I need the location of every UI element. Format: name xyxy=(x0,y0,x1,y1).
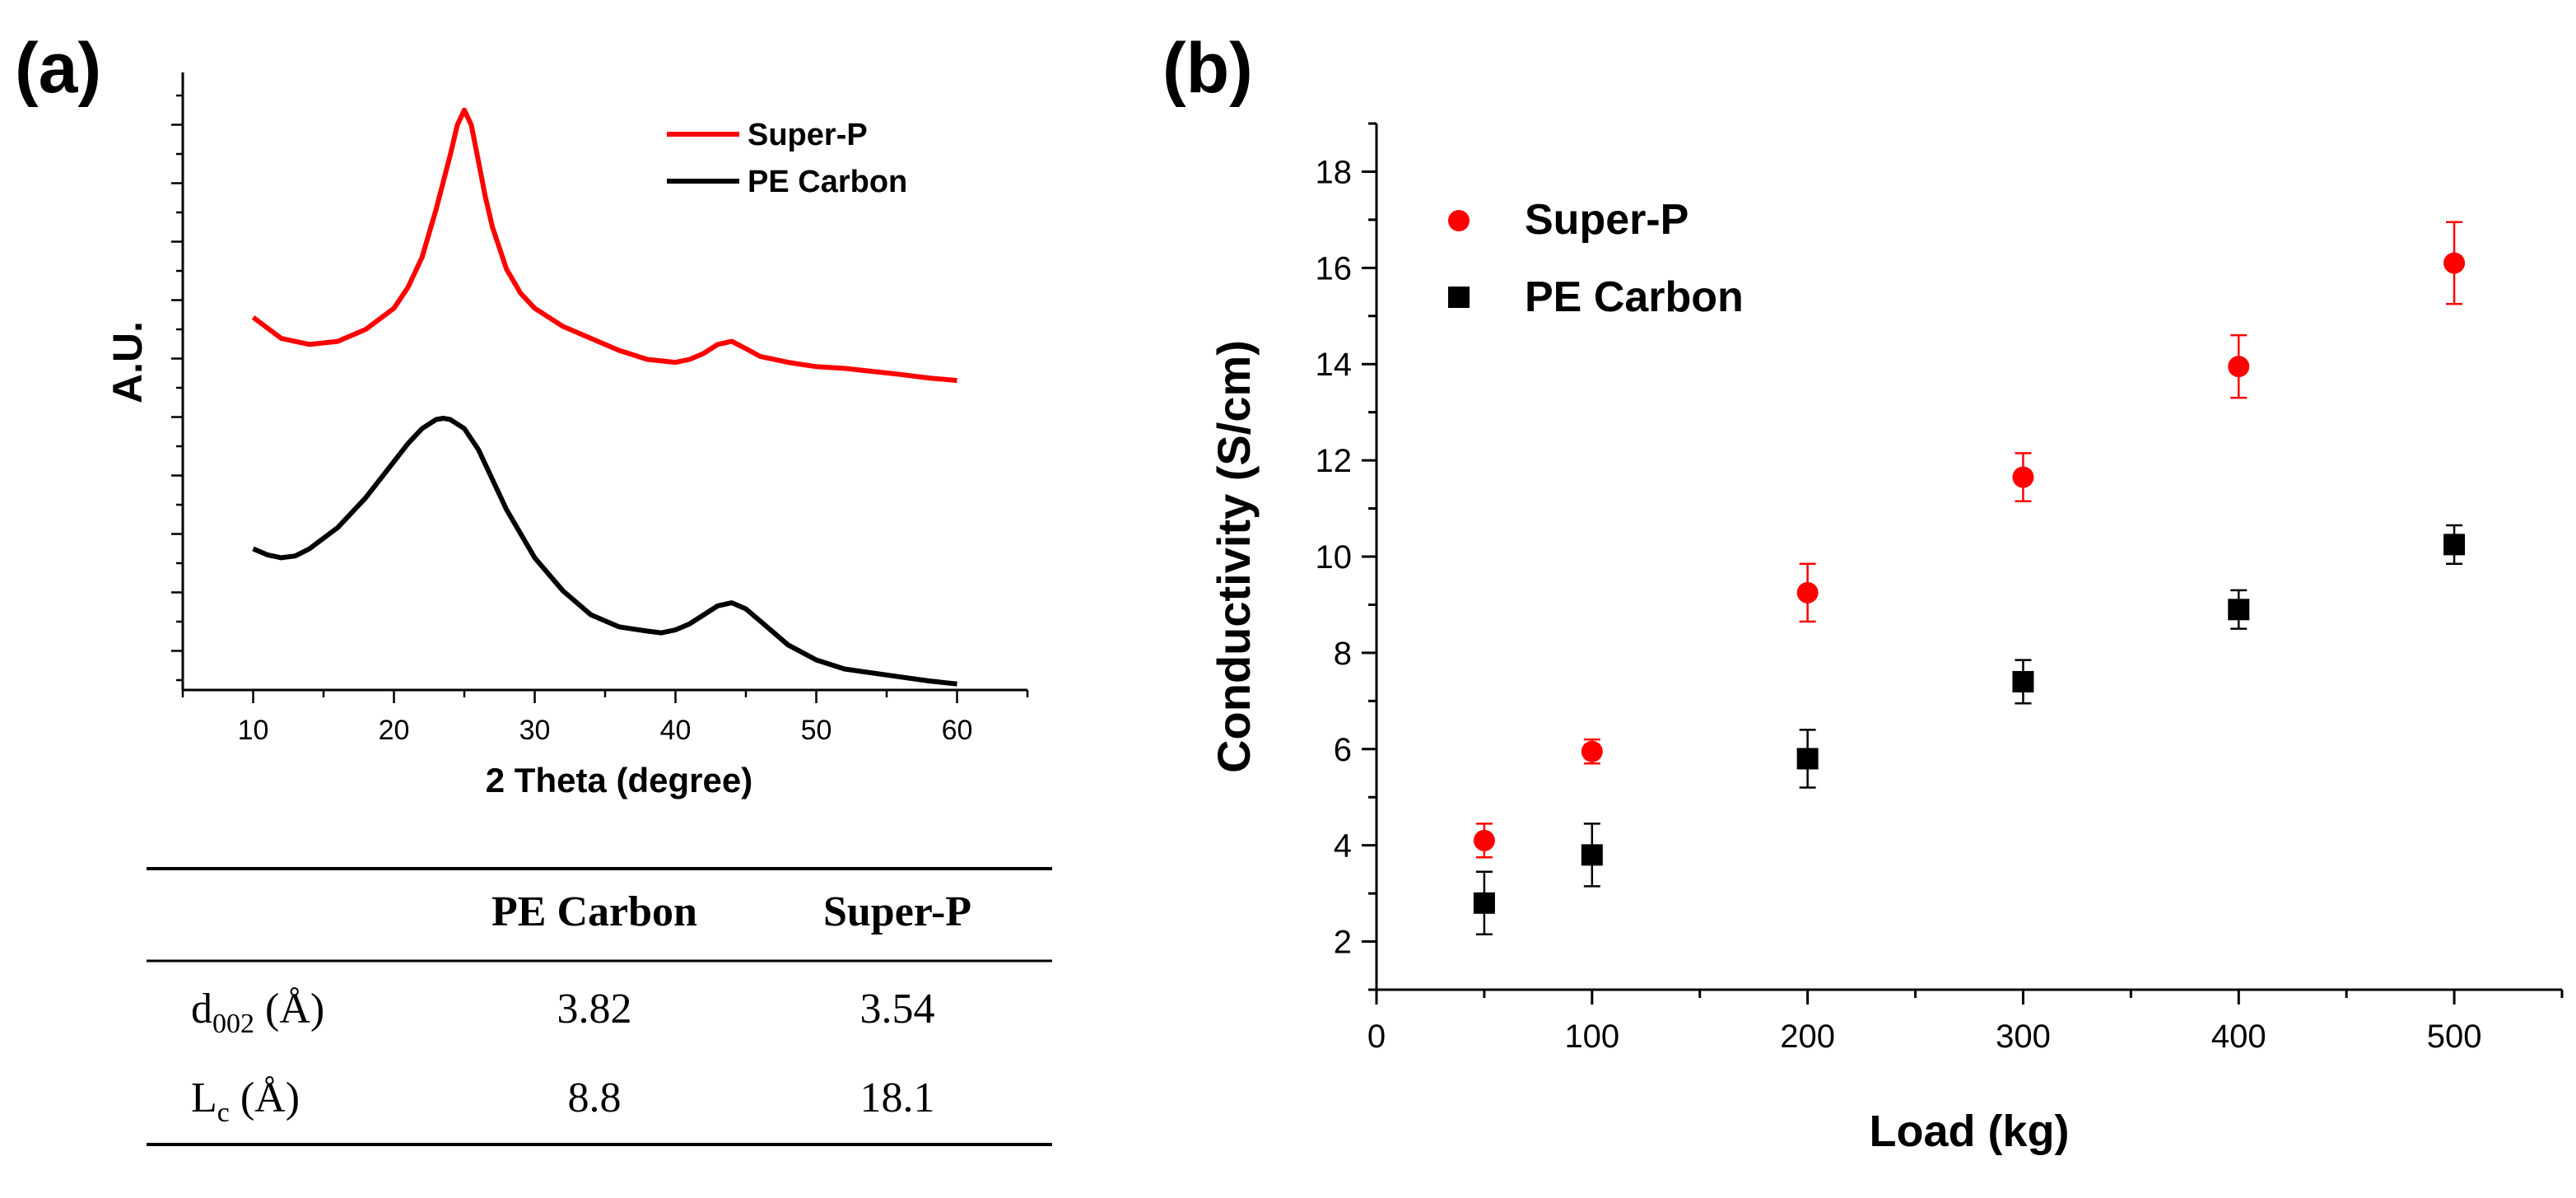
conductivity-y-tick-label: 4 xyxy=(1334,828,1352,865)
pe-carbon-point xyxy=(2012,670,2034,692)
super-p-point xyxy=(1581,740,1603,762)
super-p-point xyxy=(1473,829,1495,851)
xrd-y-label: A.U. xyxy=(105,321,151,403)
table-cell-pe-carbon-d002: 3.82 xyxy=(557,986,632,1033)
legend-label-pe-carbon: PE Carbon xyxy=(748,165,907,199)
xrd-x-label: 2 Theta (degree) xyxy=(486,761,752,799)
legend-label-super-p: Super-P xyxy=(1525,196,1689,244)
table-header-super-p: Super-P xyxy=(823,888,971,935)
xrd-x-tick-label: 40 xyxy=(660,715,692,746)
super-p-xrd-line xyxy=(251,107,957,384)
super-p-point xyxy=(2228,356,2250,378)
conductivity-y-ticks: 2 4 6 8 10 12 14 16 18 xyxy=(1316,122,1377,991)
super-p-point xyxy=(1796,581,1819,604)
panel-label-b: (b) xyxy=(1162,29,1253,108)
conductivity-x-tick-label: 400 xyxy=(2211,1019,2266,1055)
super-p-point xyxy=(2012,466,2034,488)
pe-carbon-point xyxy=(2443,534,2466,556)
conductivity-y-tick-label: 10 xyxy=(1316,539,1353,576)
conductivity-legend: Super-P PE Carbon xyxy=(1448,196,1744,321)
xrd-x-tick-label: 20 xyxy=(379,715,410,746)
conductivity-y-tick-label: 12 xyxy=(1316,443,1353,479)
legend-marker-pe-carbon xyxy=(1448,287,1470,308)
table-cell-super-p-d002: 3.54 xyxy=(860,986,935,1033)
xrd-x-tick-label: 30 xyxy=(519,715,551,746)
xrd-x-ticks: 10 20 30 40 50 60 xyxy=(181,690,1029,746)
super-p-point xyxy=(2443,252,2466,274)
conductivity-points xyxy=(1473,221,2466,936)
pe-carbon-point xyxy=(1581,844,1603,866)
table-row-label-lc: Lc (Å) xyxy=(191,1074,300,1128)
conductivity-y-label: Conductivity (S/cm) xyxy=(1208,340,1260,773)
conductivity-y-tick-label: 2 xyxy=(1334,925,1352,961)
xrd-chart: 10 20 30 40 50 60 2 Theta (degree) A.U. Super… xyxy=(105,72,1029,799)
conductivity-x-tick-label: 500 xyxy=(2427,1019,2482,1055)
xrd-x-tick-label: 60 xyxy=(942,715,973,746)
legend-label-pe-carbon: PE Carbon xyxy=(1525,273,1744,321)
conductivity-x-label: Load (kg) xyxy=(1870,1107,2070,1156)
conductivity-y-tick-label: 6 xyxy=(1334,732,1352,768)
conductivity-x-ticks: 0 100 200 300 400 500 xyxy=(1367,990,2564,1055)
conductivity-chart: 2 4 6 8 10 12 14 16 18 0 100 200 300 400 500 Load (kg… xyxy=(1208,122,2564,1156)
xrd-x-tick-label: 50 xyxy=(801,715,832,746)
xrd-x-tick-label: 10 xyxy=(238,715,269,746)
legend-label-super-p: Super-P xyxy=(748,118,868,152)
panel-label-a: (a) xyxy=(15,29,101,108)
conductivity-x-tick-label: 200 xyxy=(1780,1019,1835,1055)
conductivity-x-tick-label: 0 xyxy=(1367,1019,1386,1055)
table-row-label-d002: d002 (Å) xyxy=(191,986,324,1039)
structure-table: PE Carbon Super-P d002 (Å) 3.82 3.54 Lc … xyxy=(147,867,1052,1146)
conductivity-y-tick-label: 18 xyxy=(1316,154,1353,190)
table-cell-pe-carbon-lc: 8.8 xyxy=(568,1074,622,1121)
conductivity-x-tick-label: 100 xyxy=(1564,1019,1619,1055)
conductivity-y-tick-label: 16 xyxy=(1316,250,1353,287)
conductivity-y-tick-label: 14 xyxy=(1316,347,1353,383)
pe-carbon-point xyxy=(1473,892,1495,914)
xrd-legend: Super-P PE Carbon xyxy=(667,118,907,199)
table-header-pe-carbon: PE Carbon xyxy=(491,888,697,935)
table-cell-super-p-lc: 18.1 xyxy=(860,1074,935,1121)
pe-carbon-point xyxy=(2228,599,2250,621)
conductivity-y-tick-label: 8 xyxy=(1334,636,1352,672)
xrd-y-ticks xyxy=(171,94,183,682)
legend-marker-super-p xyxy=(1448,210,1470,231)
pe-carbon-xrd-line xyxy=(252,416,957,687)
pe-carbon-point xyxy=(1796,748,1819,770)
conductivity-x-tick-label: 300 xyxy=(1996,1019,2051,1055)
